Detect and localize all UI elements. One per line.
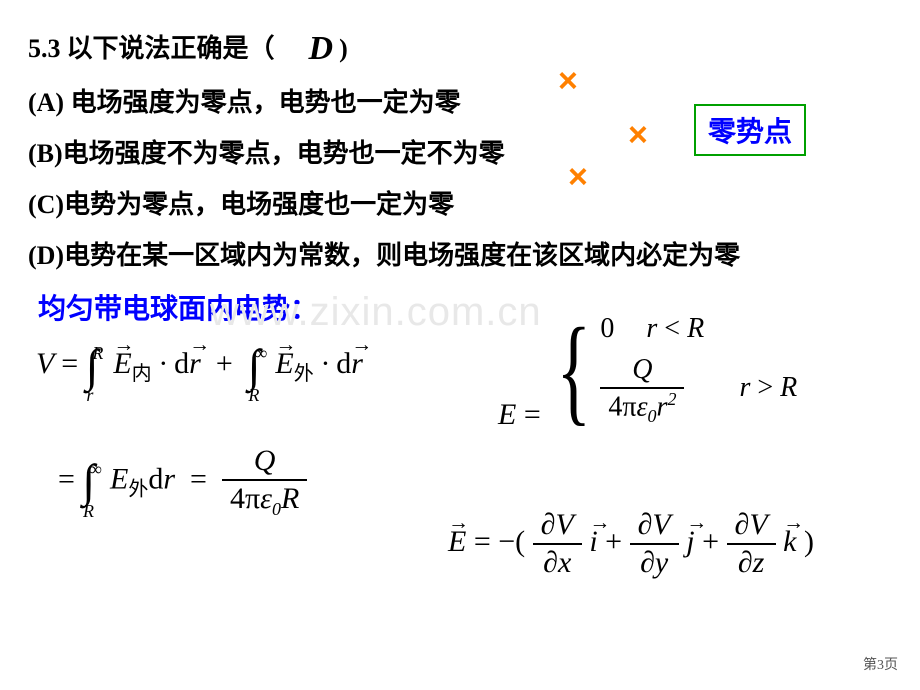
option-d-text: 电势在某一区域内为常数，则电场强度在该区域内必定为零 (64, 241, 740, 270)
option-b-label: (B) (28, 139, 63, 168)
option-d: (D)电势在某一区域内为常数，则电场强度在该区域内必定为零 (28, 236, 892, 275)
option-c: (C)电势为零点，电场强度也一定为零 (28, 185, 892, 224)
option-a-text: 电场强度为零点，电势也一定为零 (71, 88, 461, 117)
formula-v-simplified: = ∫∞R E外dr = Q 4πε0R (58, 443, 307, 521)
formula-e-cases: E = { 0r < R Q 4πε0r2 r > R (498, 305, 797, 435)
option-d-label: (D) (28, 241, 64, 270)
annotation-box: 零势点 (694, 104, 806, 156)
option-c-text: 电势为零点，电场强度也一定为零 (64, 190, 454, 219)
page-number: 第3页 (863, 654, 898, 674)
slide: 5.3 以下说法正确是（ D ) (A) 电场强度为零点，电势也一定为零 (B)… (0, 0, 920, 690)
option-c-label: (C) (28, 190, 64, 219)
option-a-label: (A) (28, 88, 71, 117)
formula-e-gradient: E = −( ∂V∂x i + ∂V∂y j + ∂V∂z k ) (448, 507, 814, 581)
question-row: 5.3 以下说法正确是（ D ) (28, 28, 892, 75)
answer-letter: D (309, 30, 334, 68)
formula-v-integral: V = ∫Rr E内 · dr + ∫∞R E外 · dr (36, 347, 363, 386)
option-b-text: 电场强度不为零点，电势也一定不为零 (63, 139, 505, 168)
formula-area: V = ∫Rr E内 · dr + ∫∞R E外 · dr = ∫∞R E外dr… (28, 327, 892, 667)
xmark-icon: × (568, 158, 588, 197)
close-paren: ) (339, 34, 348, 64)
question-number: 5.3 (28, 34, 61, 64)
xmark-icon: × (558, 62, 578, 101)
annotation-text: 零势点 (708, 117, 792, 148)
question-stem: 以下说法正确是（ (67, 28, 275, 65)
xmark-icon: × (628, 116, 648, 155)
